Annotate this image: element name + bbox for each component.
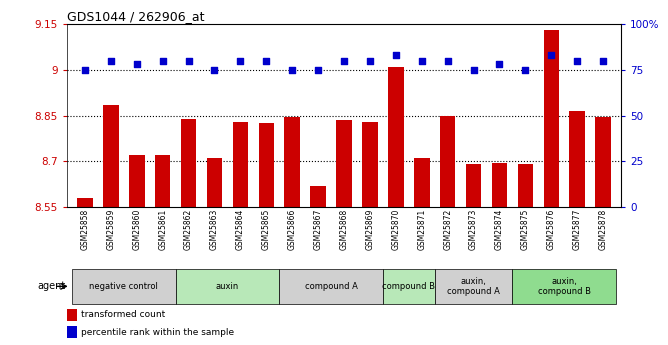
- Bar: [77, 198, 93, 207]
- Text: auxin,
compound A: auxin, compound A: [447, 277, 500, 296]
- Point: [339, 58, 349, 63]
- Point: [468, 67, 479, 73]
- Text: agent: agent: [37, 282, 65, 291]
- Text: negative control: negative control: [90, 282, 158, 291]
- Point: [391, 52, 401, 58]
- Text: compound B: compound B: [382, 282, 436, 291]
- Bar: [72, 269, 176, 304]
- Bar: [206, 158, 222, 207]
- Point: [158, 58, 168, 63]
- Point: [287, 67, 297, 73]
- Bar: [285, 117, 300, 207]
- Bar: [569, 111, 585, 207]
- Text: compound A: compound A: [305, 282, 357, 291]
- Point: [235, 58, 246, 63]
- Text: auxin: auxin: [216, 282, 239, 291]
- Bar: [232, 122, 248, 207]
- Bar: [311, 186, 326, 207]
- Point: [132, 62, 142, 67]
- Point: [106, 58, 116, 63]
- Point: [365, 58, 375, 63]
- Bar: [103, 105, 119, 207]
- Bar: [336, 120, 352, 207]
- Bar: [155, 155, 170, 207]
- Bar: [67, 309, 77, 321]
- Bar: [435, 269, 512, 304]
- Text: percentile rank within the sample: percentile rank within the sample: [81, 328, 234, 337]
- Point: [313, 67, 323, 73]
- Point: [546, 52, 556, 58]
- Point: [494, 62, 505, 67]
- Bar: [279, 269, 383, 304]
- Bar: [67, 326, 77, 338]
- Point: [209, 67, 220, 73]
- Bar: [383, 269, 435, 304]
- Point: [261, 58, 272, 63]
- Bar: [176, 269, 279, 304]
- Bar: [440, 116, 456, 207]
- Bar: [414, 158, 430, 207]
- Bar: [259, 123, 274, 207]
- Bar: [362, 122, 377, 207]
- Point: [598, 58, 609, 63]
- Bar: [492, 163, 507, 207]
- Bar: [544, 30, 559, 207]
- Point: [79, 67, 90, 73]
- Point: [416, 58, 427, 63]
- Point: [520, 67, 530, 73]
- Point: [183, 58, 194, 63]
- Bar: [595, 117, 611, 207]
- Bar: [518, 164, 533, 207]
- Bar: [512, 269, 616, 304]
- Text: GDS1044 / 262906_at: GDS1044 / 262906_at: [67, 10, 204, 23]
- Point: [442, 58, 453, 63]
- Text: transformed count: transformed count: [81, 310, 165, 319]
- Bar: [129, 155, 144, 207]
- Bar: [388, 67, 403, 207]
- Bar: [466, 164, 482, 207]
- Text: auxin,
compound B: auxin, compound B: [538, 277, 591, 296]
- Bar: [181, 119, 196, 207]
- Point: [572, 58, 582, 63]
